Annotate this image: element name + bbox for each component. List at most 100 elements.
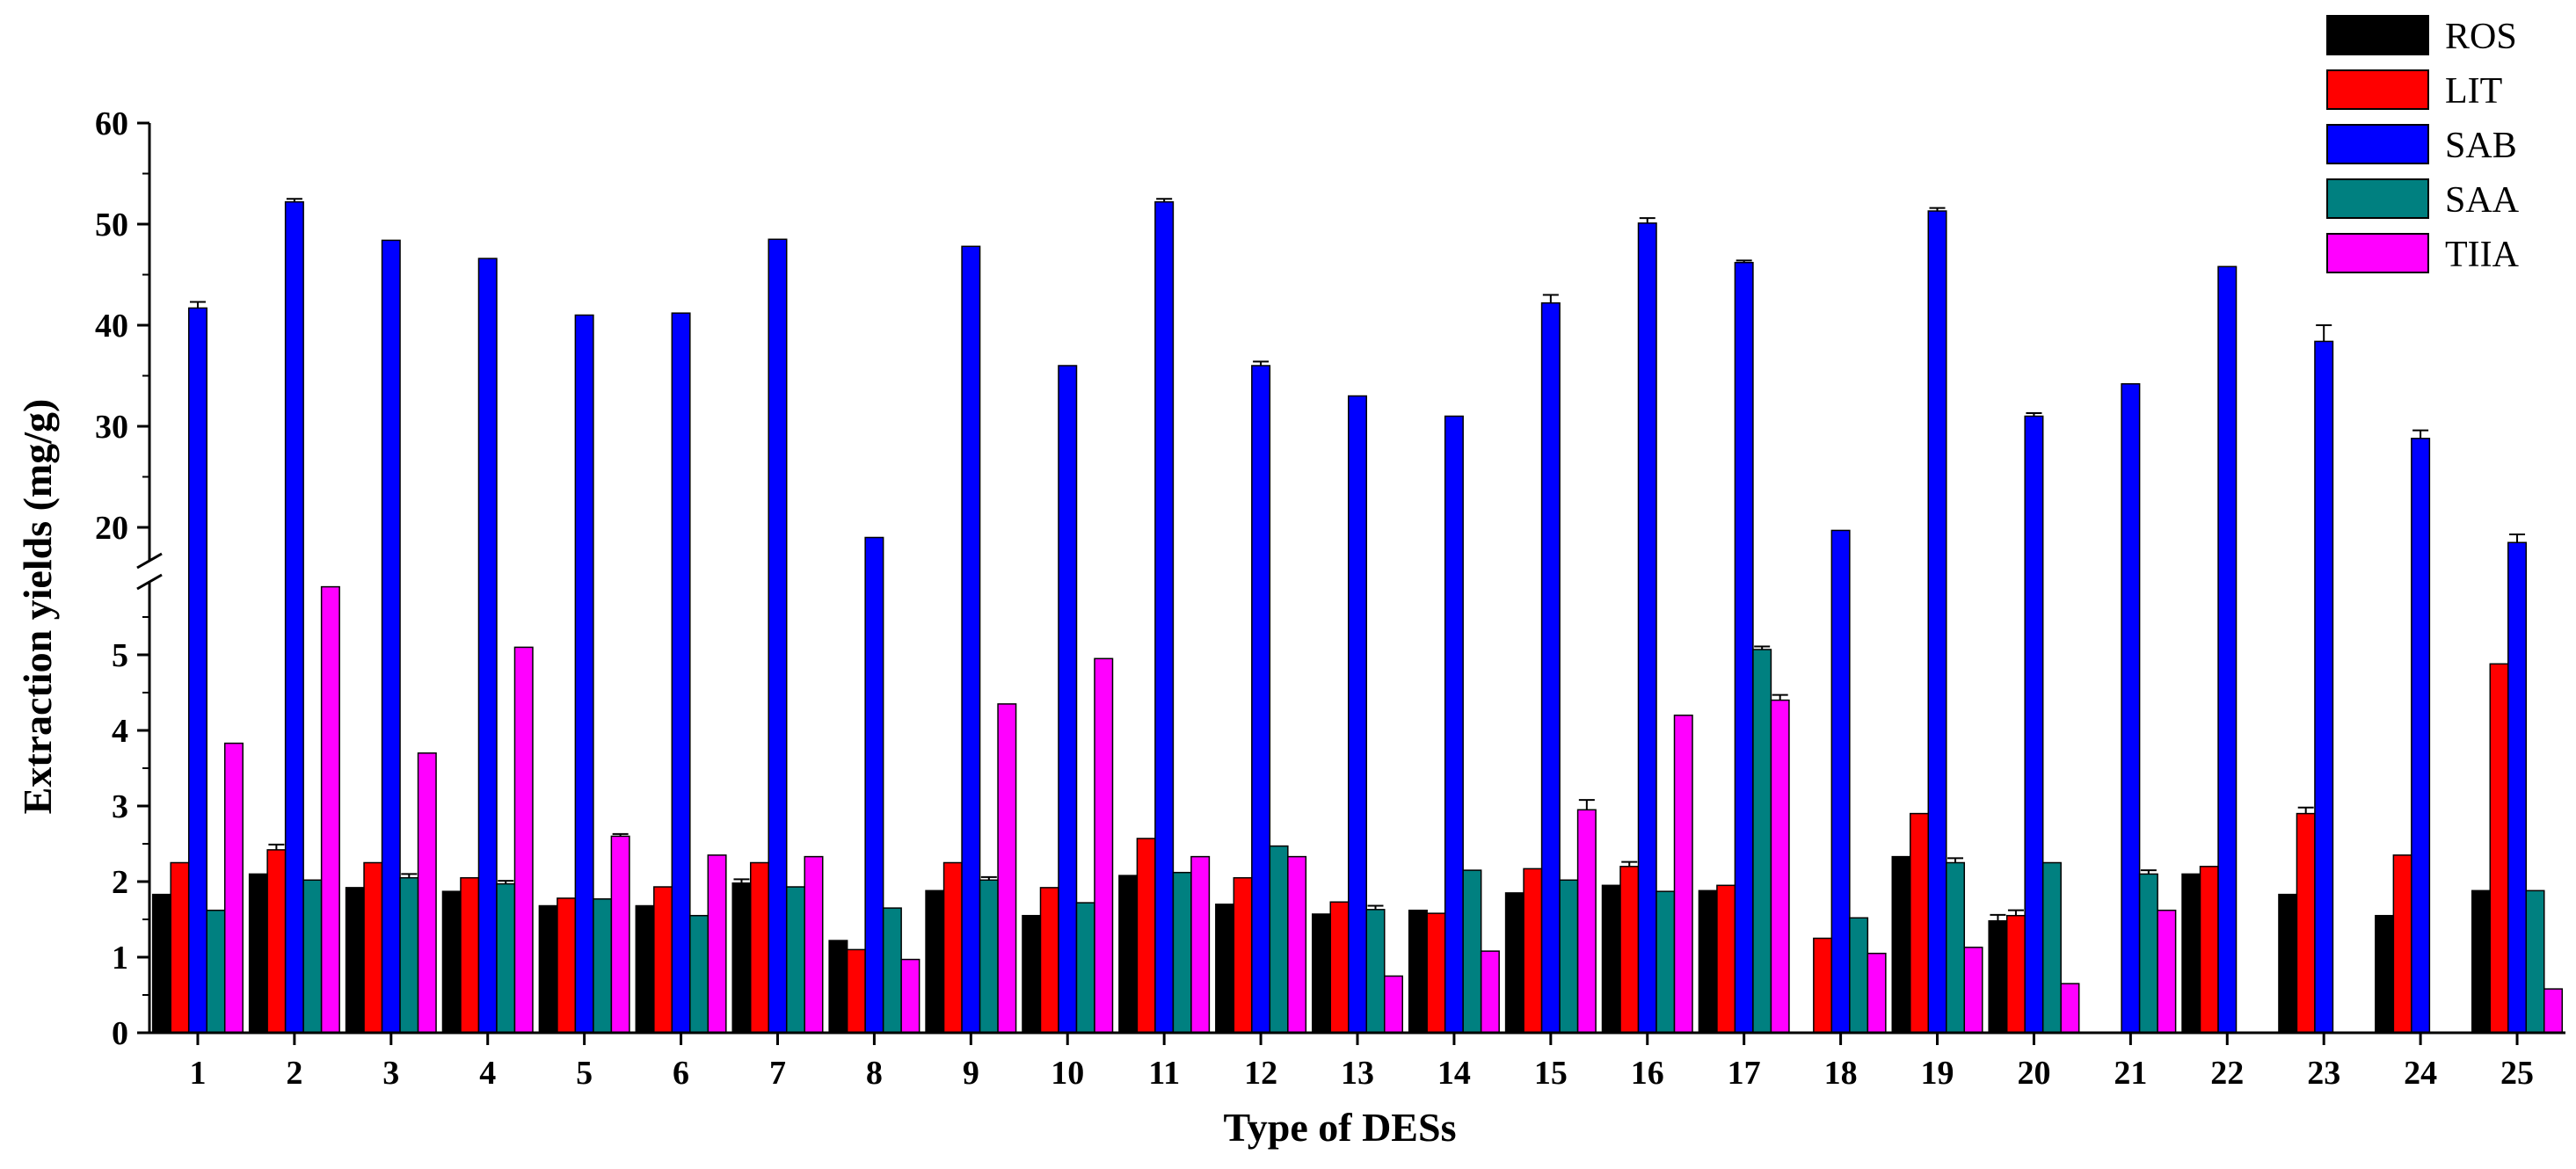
x-tick-label-13: 13 [1341, 1055, 1374, 1092]
bar-saa-20 [2041, 861, 2062, 1034]
bar-saa-2 [302, 879, 323, 1034]
legend-label-tiia: TIIA [2445, 235, 2520, 275]
bar-saa-1 [206, 909, 226, 1034]
x-tick-label-22: 22 [2210, 1055, 2244, 1092]
bar-tiia-1 [223, 742, 244, 1034]
x-tick-label-5: 5 [576, 1055, 593, 1092]
x-tick-label-1: 1 [189, 1055, 206, 1092]
x-tick-label-6: 6 [673, 1055, 689, 1092]
legend-label-ros: ROS [2445, 17, 2517, 57]
bar-lit-6 [653, 886, 673, 1034]
bar-tiia-6 [707, 854, 727, 1034]
axis-break-mark-lower [136, 573, 163, 591]
legend-label-sab: SAB [2445, 126, 2517, 166]
legend-swatch-saa [2326, 178, 2429, 219]
x-tick-label-25: 25 [2500, 1055, 2534, 1092]
bar-tiia-7 [804, 855, 824, 1034]
bar-ros-15 [1504, 892, 1524, 1034]
bar-ros-16 [1601, 884, 1621, 1034]
bar-lit-12 [1233, 876, 1253, 1034]
bar-saa-5 [593, 898, 613, 1034]
x-tick-label-18: 18 [1824, 1055, 1858, 1092]
bar-ros-4 [441, 890, 462, 1034]
bar-ros-9 [925, 889, 945, 1034]
bar-ros-11 [1118, 875, 1139, 1034]
bar-lit-9 [942, 861, 963, 1034]
bar-ros-24 [2375, 914, 2395, 1034]
bar-lit-20 [2005, 914, 2026, 1034]
bar-lit-13 [1329, 901, 1350, 1034]
bar-tiia-21 [2157, 909, 2177, 1034]
y-tick-label-lower-5: 5 [112, 637, 128, 674]
x-tick-label-23: 23 [2307, 1055, 2340, 1092]
bar-saa-12 [1269, 845, 1289, 1034]
bar-sab-21 [2121, 382, 2141, 1034]
bar-tiia-17 [1770, 699, 1790, 1034]
legend-swatch-lit [2326, 69, 2429, 110]
legend-label-lit: LIT [2445, 71, 2502, 112]
bar-lit-25 [2489, 663, 2509, 1034]
y-tick-label-lower-1: 1 [112, 940, 128, 977]
y-tick-label-upper-60: 60 [95, 105, 128, 142]
y-tick-label-upper-40: 40 [95, 308, 128, 345]
bar-tiia-4 [513, 646, 534, 1034]
bar-sab-14 [1444, 415, 1464, 1034]
bar-ros-1 [151, 893, 171, 1034]
bar-saa-7 [785, 886, 805, 1034]
bar-lit-22 [2199, 866, 2219, 1034]
bar-ros-13 [1312, 913, 1331, 1034]
bar-saa-6 [689, 914, 709, 1034]
y-tick-label-upper-50: 50 [95, 207, 128, 243]
x-tick-label-24: 24 [2404, 1055, 2437, 1092]
bar-saa-17 [1752, 649, 1772, 1034]
bar-saa-16 [1655, 890, 1676, 1034]
x-axis-title: Type of DESs [1224, 1105, 1457, 1150]
bar-tiia-2 [320, 585, 340, 1034]
y-tick-label-upper-30: 30 [95, 409, 128, 446]
x-tick-label-9: 9 [963, 1055, 979, 1092]
legend-label-saa: SAA [2445, 180, 2520, 221]
bar-ros-10 [1022, 914, 1042, 1034]
bar-sab-15 [1540, 301, 1561, 1034]
bar-tiia-18 [1867, 952, 1887, 1034]
bar-sab-3 [381, 239, 401, 1034]
legend-swatch-tiia [2326, 233, 2429, 273]
bar-saa-21 [2138, 873, 2158, 1034]
x-tick-label-20: 20 [2017, 1055, 2050, 1092]
axis-break-mark-upper [136, 552, 163, 570]
bar-lit-7 [749, 861, 769, 1034]
bar-sab-12 [1251, 365, 1271, 1034]
bar-sab-2 [284, 200, 304, 1034]
bar-saa-13 [1365, 909, 1386, 1034]
bar-lit-17 [1716, 884, 1736, 1034]
x-tick-label-7: 7 [769, 1055, 786, 1092]
bar-lit-1 [170, 861, 190, 1034]
bar-sab-6 [671, 312, 691, 1034]
y-tick-label-lower-3: 3 [112, 788, 128, 825]
bar-sab-9 [961, 245, 981, 1034]
x-tick-label-12: 12 [1244, 1055, 1277, 1092]
y-tick-label-lower-2: 2 [112, 864, 128, 901]
bar-saa-9 [979, 879, 999, 1034]
bar-sab-16 [1637, 222, 1657, 1034]
bar-sab-5 [574, 314, 594, 1034]
legend-swatch-sab [2326, 124, 2429, 164]
bar-lit-23 [2296, 812, 2316, 1034]
bar-tiia-25 [2543, 988, 2564, 1034]
bar-tiia-3 [417, 752, 437, 1034]
bar-ros-25 [2471, 889, 2492, 1034]
bar-lit-4 [460, 876, 480, 1034]
bar-sab-11 [1154, 200, 1175, 1034]
bar-ros-17 [1698, 889, 1718, 1034]
bar-ros-14 [1408, 909, 1428, 1034]
bar-lit-19 [1910, 812, 1930, 1034]
bar-ros-3 [345, 887, 365, 1034]
bar-tiia-19 [1963, 947, 1983, 1034]
bar-sab-7 [768, 238, 788, 1034]
bar-saa-10 [1075, 902, 1095, 1034]
bar-lit-24 [2392, 854, 2412, 1034]
bar-lit-11 [1136, 838, 1156, 1034]
bar-tiia-16 [1673, 715, 1693, 1034]
bar-saa-19 [1946, 861, 1966, 1034]
